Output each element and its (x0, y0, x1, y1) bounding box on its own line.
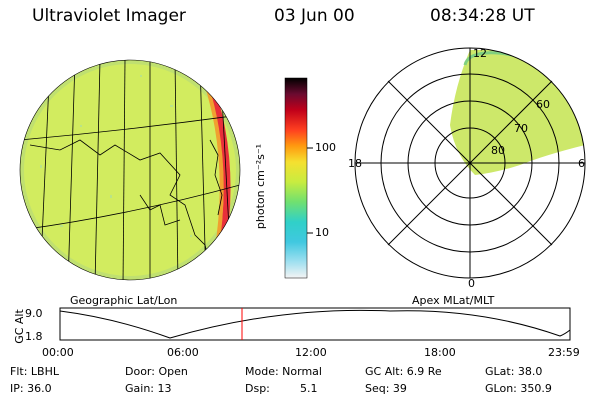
mlt-label-0: 0 (468, 277, 475, 290)
caption-geographic: Geographic Lat/Lon (70, 294, 178, 307)
timeline-ytick-min: 1.8 (25, 330, 43, 343)
timeline-xtick-0600: 06:00 (167, 346, 199, 359)
info-gc-alt: GC Alt: 6.9 Re (365, 365, 442, 378)
timeline-xtick-1800: 18:00 (424, 346, 456, 359)
info-dsp-value: 5.1 (300, 382, 318, 395)
info-flt: Flt: LBHL (10, 365, 59, 378)
timeline-ytick-max: 9.0 (25, 307, 43, 320)
info-ip: IP: 36.0 (10, 382, 52, 395)
timeline-xtick-1200: 12:00 (295, 346, 327, 359)
mlt-label-12: 12 (473, 47, 487, 60)
colorbar-unit-label: photon cm⁻²s⁻¹ (254, 143, 268, 230)
polar-mlt-plot (354, 47, 586, 279)
colorbar-tick-100: 100 (315, 141, 336, 154)
colorbar-tick-10: 10 (315, 226, 329, 239)
info-mode: Mode: Normal (245, 365, 322, 378)
time-label: 08:34:28 UT (430, 6, 535, 26)
lat-label-70: 70 (514, 122, 528, 135)
timeline-xtick-2359: 23:59 (548, 346, 580, 359)
info-dsp-label: Dsp: (245, 382, 270, 395)
info-door: Door: Open (125, 365, 188, 378)
altitude-timeline (59, 307, 571, 341)
info-gain: Gain: 13 (125, 382, 172, 395)
info-glon: GLon: 350.9 (485, 382, 552, 395)
lat-label-80: 80 (491, 144, 505, 157)
timeline-ylabel: GC Alt (12, 309, 26, 344)
lat-label-60: 60 (536, 98, 550, 111)
date-label: 03 Jun 00 (274, 6, 355, 26)
caption-apex: Apex MLat/MLT (412, 294, 495, 307)
colorbar (284, 77, 313, 279)
mlt-label-18: 18 (348, 157, 362, 170)
geographic-globe-image (19, 59, 241, 281)
mlt-label-6: 6 (578, 157, 585, 170)
info-seq: Seq: 39 (365, 382, 407, 395)
instrument-title: Ultraviolet Imager (32, 6, 186, 26)
info-glat: GLat: 38.0 (485, 365, 543, 378)
timeline-xtick-0000: 00:00 (42, 346, 74, 359)
